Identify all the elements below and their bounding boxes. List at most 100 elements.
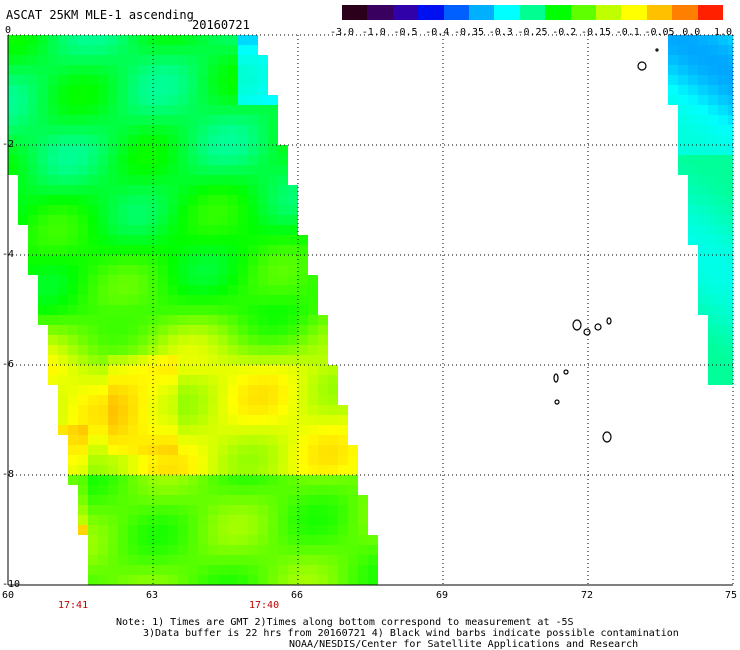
swath-cell bbox=[178, 75, 188, 85]
swath-cell bbox=[308, 355, 318, 365]
swath-cell bbox=[168, 325, 178, 335]
swath-cell bbox=[308, 365, 318, 375]
swath-cell bbox=[178, 145, 188, 155]
swath-cell bbox=[718, 85, 728, 95]
swath-cell bbox=[208, 185, 218, 195]
swath-cell bbox=[248, 415, 258, 425]
swath-cell bbox=[228, 355, 238, 365]
swath-cell bbox=[678, 95, 688, 105]
swath-cell bbox=[68, 35, 78, 45]
swath-cell bbox=[78, 285, 88, 295]
swath-cell bbox=[718, 375, 728, 385]
swath-cell bbox=[138, 45, 148, 55]
swath-cell bbox=[128, 395, 138, 405]
swath-cell bbox=[158, 105, 168, 115]
swath-cell bbox=[158, 45, 168, 55]
swath-cell bbox=[688, 125, 698, 135]
swath-cell bbox=[288, 215, 298, 225]
swath-cell bbox=[268, 125, 278, 135]
swath-cell bbox=[28, 135, 38, 145]
swath-cell bbox=[78, 505, 88, 515]
swath-cell bbox=[238, 295, 248, 305]
swath-cell bbox=[118, 545, 128, 555]
swath-cell bbox=[338, 475, 348, 485]
swath-cell bbox=[228, 565, 238, 575]
color-scale-label: -3.0 bbox=[329, 27, 355, 38]
swath-cell bbox=[178, 45, 188, 55]
swath-cell bbox=[328, 385, 338, 395]
swath-cell bbox=[38, 305, 48, 315]
swath-cell bbox=[318, 485, 328, 495]
swath-cell bbox=[298, 505, 308, 515]
swath-cell bbox=[728, 205, 733, 215]
swath-cell bbox=[168, 445, 178, 455]
swath-cell bbox=[68, 335, 78, 345]
swath-cell bbox=[98, 195, 108, 205]
swath-cell bbox=[258, 375, 268, 385]
swath-cell bbox=[128, 385, 138, 395]
swath-cell bbox=[78, 465, 88, 475]
swath-cell bbox=[78, 105, 88, 115]
swath-cell bbox=[268, 395, 278, 405]
swath-cell bbox=[38, 145, 48, 155]
swath-cell bbox=[188, 535, 198, 545]
swath-cell bbox=[178, 295, 188, 305]
swath-cell bbox=[728, 305, 733, 315]
swath-cell bbox=[698, 275, 708, 285]
swath-cell bbox=[98, 75, 108, 85]
swath-cell bbox=[148, 145, 158, 155]
swath-cell bbox=[18, 145, 28, 155]
swath-cell bbox=[38, 115, 48, 125]
swath-cell bbox=[208, 525, 218, 535]
swath-cell bbox=[128, 195, 138, 205]
swath-cell bbox=[138, 145, 148, 155]
swath-cell bbox=[138, 155, 148, 165]
swath-cell bbox=[278, 395, 288, 405]
swath-cell bbox=[678, 165, 688, 175]
swath-cell bbox=[178, 465, 188, 475]
swath-cell bbox=[218, 465, 228, 475]
swath-cell bbox=[68, 315, 78, 325]
swath-cell bbox=[248, 505, 258, 515]
swath-cell bbox=[338, 495, 348, 505]
swath-cell bbox=[118, 305, 128, 315]
swath-cell bbox=[688, 105, 698, 115]
swath-cell bbox=[78, 195, 88, 205]
swath-cell bbox=[38, 265, 48, 275]
swath-cell bbox=[128, 35, 138, 45]
swath-cell bbox=[348, 565, 358, 575]
swath-cell bbox=[188, 145, 198, 155]
swath-cell bbox=[248, 525, 258, 535]
swath-cell bbox=[48, 345, 58, 355]
swath-cell bbox=[108, 495, 118, 505]
swath-cell bbox=[668, 75, 678, 85]
swath-cell bbox=[38, 215, 48, 225]
swath-cell bbox=[138, 485, 148, 495]
swath-cell bbox=[208, 45, 218, 55]
swath-cell bbox=[318, 465, 328, 475]
swath-cell bbox=[248, 305, 258, 315]
swath-cell bbox=[248, 515, 258, 525]
swath-cell bbox=[28, 185, 38, 195]
swath-cell bbox=[308, 525, 318, 535]
swath-cell bbox=[88, 335, 98, 345]
swath-cell bbox=[268, 165, 278, 175]
swath-cell bbox=[168, 195, 178, 205]
swath-cell bbox=[188, 75, 198, 85]
swath-cell bbox=[268, 315, 278, 325]
swath-cell bbox=[228, 255, 238, 265]
swath-cell bbox=[188, 315, 198, 325]
swath-cell bbox=[8, 135, 18, 145]
swath-cell bbox=[168, 425, 178, 435]
swath-cell bbox=[368, 535, 378, 545]
swath-cell bbox=[128, 295, 138, 305]
swath-cell bbox=[138, 325, 148, 335]
swath-cell bbox=[118, 555, 128, 565]
swath-cell bbox=[728, 85, 733, 95]
swath-cell bbox=[258, 555, 268, 565]
swath-cell bbox=[158, 385, 168, 395]
swath-cell bbox=[128, 65, 138, 75]
swath-cell bbox=[208, 265, 218, 275]
swath-cell bbox=[168, 345, 178, 355]
swath-cell bbox=[278, 285, 288, 295]
